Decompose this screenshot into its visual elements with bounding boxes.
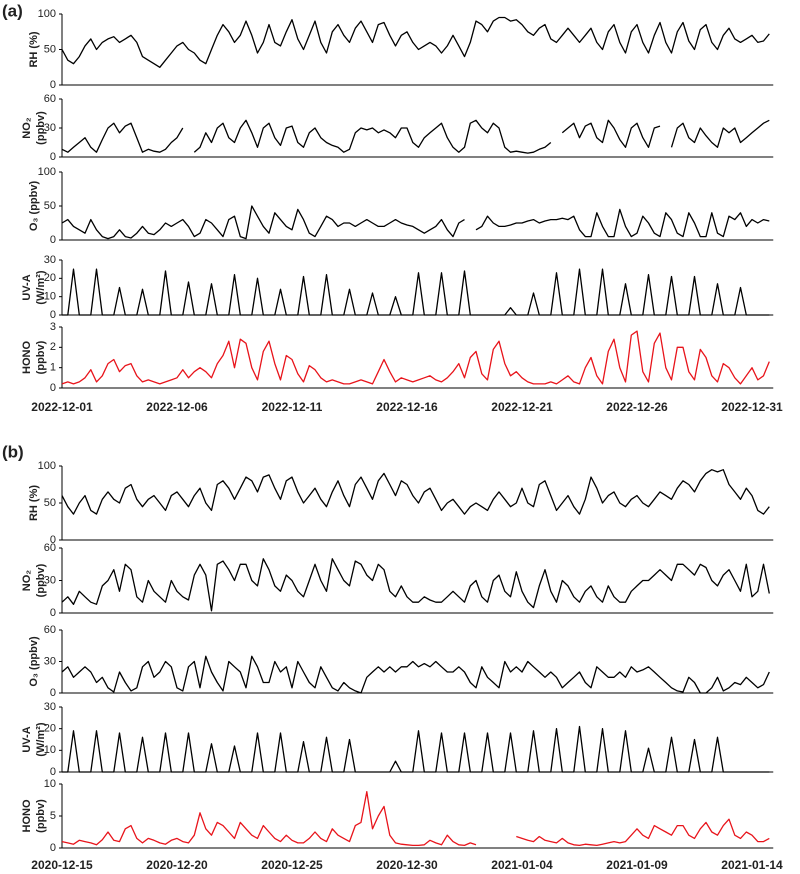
series-line	[61, 330, 770, 385]
y-axis-label: RH (%)	[28, 31, 40, 67]
y-axis-label: HONO	[21, 799, 33, 832]
y-tick-label: 20	[44, 272, 56, 284]
y-tick-label: 60	[44, 542, 56, 554]
series-line	[61, 119, 770, 154]
y-tick-label: 100	[38, 166, 56, 178]
series-line	[61, 469, 770, 515]
y-tick-label: 0	[50, 234, 56, 246]
y-tick-label: 0	[50, 309, 56, 321]
y-axis-label: (W/m²)	[35, 270, 47, 305]
y-axis-label: (W/m²)	[35, 722, 47, 757]
x-tick-label: 2020-12-30	[376, 858, 438, 872]
x-tick-label: 2020-12-25	[261, 858, 323, 872]
y-axis-label: (ppbv)	[35, 799, 47, 833]
y-tick-label: 0	[50, 842, 56, 854]
y-tick-label: 30	[44, 122, 56, 134]
y-tick-label: 1	[50, 362, 56, 374]
y-axis-label: RH (%)	[28, 485, 40, 521]
y-tick-label: 0	[50, 687, 56, 699]
x-tick-label: 2021-01-09	[606, 858, 668, 872]
y-tick-label: 10	[44, 778, 56, 790]
series-line	[61, 558, 770, 612]
panel-label: (b)	[2, 442, 24, 461]
y-axis-label: (ppbv)	[35, 340, 47, 374]
y-tick-label: 0	[50, 151, 56, 163]
y-tick-label: 50	[44, 497, 56, 509]
y-tick-label: 5	[50, 810, 56, 822]
y-tick-label: 0	[50, 79, 56, 91]
y-axis-label: NO₂	[21, 570, 33, 592]
y-tick-label: 50	[44, 43, 56, 55]
series-line	[61, 791, 770, 847]
y-axis-label: O₃ (ppbv)	[28, 636, 40, 687]
y-axis-label: (ppbv)	[35, 563, 47, 597]
x-tick-label: 2021-01-04	[491, 858, 553, 872]
y-axis-label: (ppbv)	[35, 111, 47, 145]
y-tick-label: 100	[38, 460, 56, 472]
y-tick-label: 2	[50, 341, 56, 353]
y-tick-label: 30	[44, 574, 56, 586]
y-tick-label: 30	[44, 701, 56, 713]
x-tick-label: 2022-12-11	[262, 400, 323, 414]
y-axis-label: NO₂	[21, 117, 33, 139]
panel-label: (a)	[2, 1, 23, 20]
y-tick-label: 50	[44, 200, 56, 212]
x-tick-label: 2022-12-06	[146, 400, 208, 414]
series-line	[61, 205, 770, 240]
x-tick-label: 2022-12-21	[491, 400, 553, 414]
y-tick-label: 10	[44, 291, 56, 303]
y-axis-label: UV-A	[21, 726, 33, 752]
y-tick-label: 0	[50, 534, 56, 546]
y-tick-label: 30	[44, 655, 56, 667]
y-tick-label: 30	[44, 254, 56, 266]
series-line	[61, 16, 770, 68]
y-tick-label: 3	[50, 321, 56, 333]
y-tick-label: 60	[44, 93, 56, 105]
series-line	[62, 725, 770, 773]
x-tick-label: 2021-01-14	[721, 858, 783, 872]
y-tick-label: 60	[44, 624, 56, 636]
y-tick-label: 0	[50, 607, 56, 619]
y-tick-label: 100	[38, 8, 56, 20]
y-axis-label: UV-A	[21, 274, 33, 300]
y-tick-label: 0	[50, 382, 56, 394]
x-tick-label: 2022-12-16	[376, 400, 438, 414]
x-tick-label: 2020-12-15	[31, 858, 93, 872]
series-line	[61, 655, 770, 694]
y-tick-label: 0	[50, 766, 56, 778]
y-axis-label: O₃ (ppbv)	[28, 181, 40, 232]
y-tick-label: 10	[44, 744, 56, 756]
x-tick-label: 2022-12-26	[606, 400, 668, 414]
y-axis-label: HONO	[21, 341, 33, 374]
x-tick-label: 2020-12-20	[146, 858, 208, 872]
x-tick-label: 2022-12-01	[31, 400, 93, 414]
series-line	[62, 268, 770, 316]
y-tick-label: 20	[44, 723, 56, 735]
x-tick-label: 2022-12-31	[721, 400, 783, 414]
